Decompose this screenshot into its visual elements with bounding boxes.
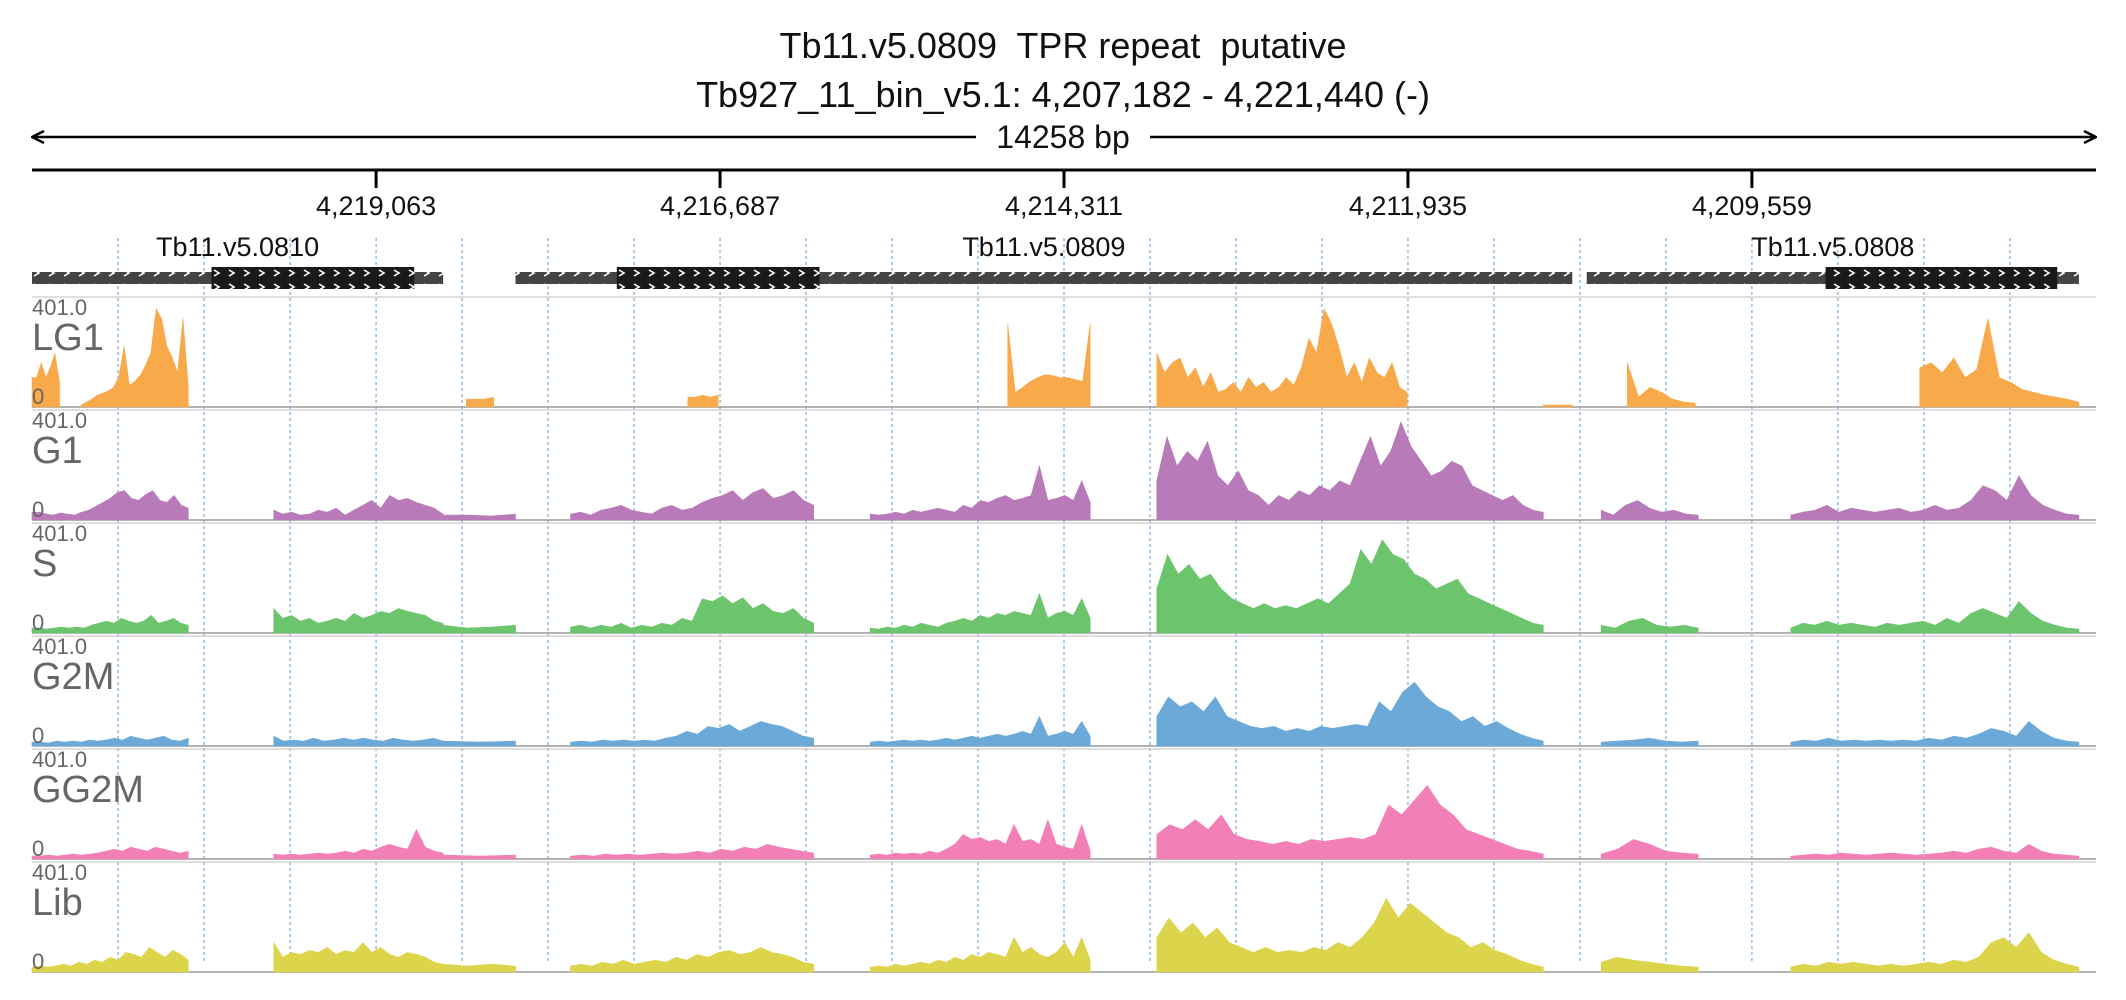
coverage-area-lg1 <box>80 308 189 408</box>
coverage-area-s <box>1790 601 2080 634</box>
axis-tick-label: 4,219,063 <box>316 191 436 221</box>
track-min-label: 0 <box>32 949 44 974</box>
track-max-label: 401.0 <box>32 295 87 320</box>
coverage-area-s <box>1600 617 1699 634</box>
coverage-area-lib <box>1790 932 2080 973</box>
coverage-area-lib <box>570 947 814 973</box>
track-max-label: 401.0 <box>32 860 87 885</box>
track-name: Lib <box>32 882 83 924</box>
coverage-area-gg2m <box>1600 839 1699 860</box>
coverage-area-lg1 <box>687 394 719 408</box>
track-name: G2M <box>32 656 114 698</box>
coverage-area-lib <box>31 947 189 973</box>
coverage-area-g1 <box>442 513 516 521</box>
coverage-area-s <box>442 624 516 634</box>
coverage-area-g2m <box>570 721 814 747</box>
track-name: G1 <box>32 430 83 472</box>
track-name: LG1 <box>32 317 104 359</box>
coverage-area-lg1 <box>1202 308 1408 408</box>
gene-label: Tb11.v5.0808 <box>1751 232 1914 262</box>
axis-tick-label: 4,216,687 <box>660 191 780 221</box>
chart-title: Tb11.v5.0809 TPR repeat putative <box>779 25 1346 66</box>
coverage-area-g2m <box>442 740 516 747</box>
coverage-tracks: 401.0LG10401.0G10401.0S0401.0G2M0401.0GG… <box>31 295 2096 974</box>
coverage-area-g1 <box>869 464 1091 521</box>
track-max-label: 401.0 <box>32 408 87 433</box>
coverage-area-lib <box>273 941 444 973</box>
gene-label: Tb11.v5.0809 <box>962 232 1125 262</box>
coverage-area-g1 <box>273 495 444 521</box>
track-min-label: 0 <box>32 384 44 409</box>
coverage-area-g2m <box>1790 721 2080 747</box>
track-max-label: 401.0 <box>32 747 87 772</box>
gene-model: Tb11.v5.0809 <box>515 232 1573 289</box>
track-max-label: 401.0 <box>32 521 87 546</box>
track-name: GG2M <box>32 769 144 811</box>
coverage-area-gg2m <box>442 854 516 860</box>
coverage-area-s <box>1156 539 1544 634</box>
axis-ticks: 4,219,063 4,216,687 4,214,311 4,211,935 4,20… <box>316 170 1812 221</box>
coverage-area-g2m <box>1600 737 1699 747</box>
coverage-area-gg2m <box>570 843 814 860</box>
track-min-label: 0 <box>32 836 44 861</box>
track-name: S <box>32 543 57 585</box>
coverage-area-g1 <box>31 490 189 521</box>
gene-label: Tb11.v5.0810 <box>156 232 319 262</box>
locus-subtitle: Tb927_11_bin_v5.1: 4,207,182 - 4,221,440… <box>696 74 1430 115</box>
track-s: 401.0S 0 <box>31 521 2096 635</box>
coverage-area-lg1 <box>466 396 495 408</box>
coverage-area-g1 <box>1600 500 1699 521</box>
track-max-label: 401.0 <box>32 634 87 659</box>
coverage-area-g2m <box>273 735 444 747</box>
track-min-label: 0 <box>32 610 44 635</box>
axis-tick-label: 4,214,311 <box>1005 191 1123 221</box>
track-min-label: 0 <box>32 497 44 522</box>
track-min-label: 0 <box>32 723 44 748</box>
coverage-area-g1 <box>570 488 814 521</box>
coverage-area-g2m <box>1156 681 1544 747</box>
coverage-area-lib <box>1156 897 1544 973</box>
axis-tick-label: 4,209,559 <box>1692 191 1812 221</box>
coverage-area-g2m <box>31 735 189 747</box>
coverage-area-g1 <box>1156 421 1544 521</box>
coverage-area-lib <box>869 936 1091 973</box>
coverage-area-gg2m <box>1156 785 1544 860</box>
coverage-area-s <box>570 595 814 634</box>
gene-track: Tb11.v5.0810 Tb11.v5.0809 Tb11.v5.0808 <box>32 232 2079 289</box>
gene-model: Tb11.v5.0810 <box>32 232 444 289</box>
coverage-area-gg2m <box>31 846 189 860</box>
track-g1: 401.0G1 0 <box>31 408 2096 522</box>
coverage-area-lg1 <box>1007 323 1091 408</box>
coverage-area-gg2m <box>273 828 444 860</box>
coverage-area-lg1 <box>1627 362 1696 408</box>
coverage-area-g2m <box>869 715 1091 747</box>
coverage-area-s <box>869 592 1091 634</box>
coverage-area-g1 <box>1790 475 2080 521</box>
gene-model: Tb11.v5.0808 <box>1586 232 2079 289</box>
coverage-area-gg2m <box>869 818 1091 860</box>
coverage-area-lg1 <box>31 353 60 408</box>
coverage-area-lg1 <box>1919 318 2080 408</box>
coverage-area-lib <box>1600 956 1699 973</box>
coverage-area-gg2m <box>1790 843 2080 860</box>
span-label: 14258 bp <box>996 119 1129 155</box>
axis-tick-label: 4,211,935 <box>1349 191 1467 221</box>
coverage-area-lg1 <box>1543 404 1573 408</box>
coverage-area-lg1 <box>1156 352 1204 408</box>
coverage-area-s <box>273 607 444 634</box>
coverage-area-s <box>31 614 189 634</box>
coverage-area-lib <box>442 963 516 973</box>
